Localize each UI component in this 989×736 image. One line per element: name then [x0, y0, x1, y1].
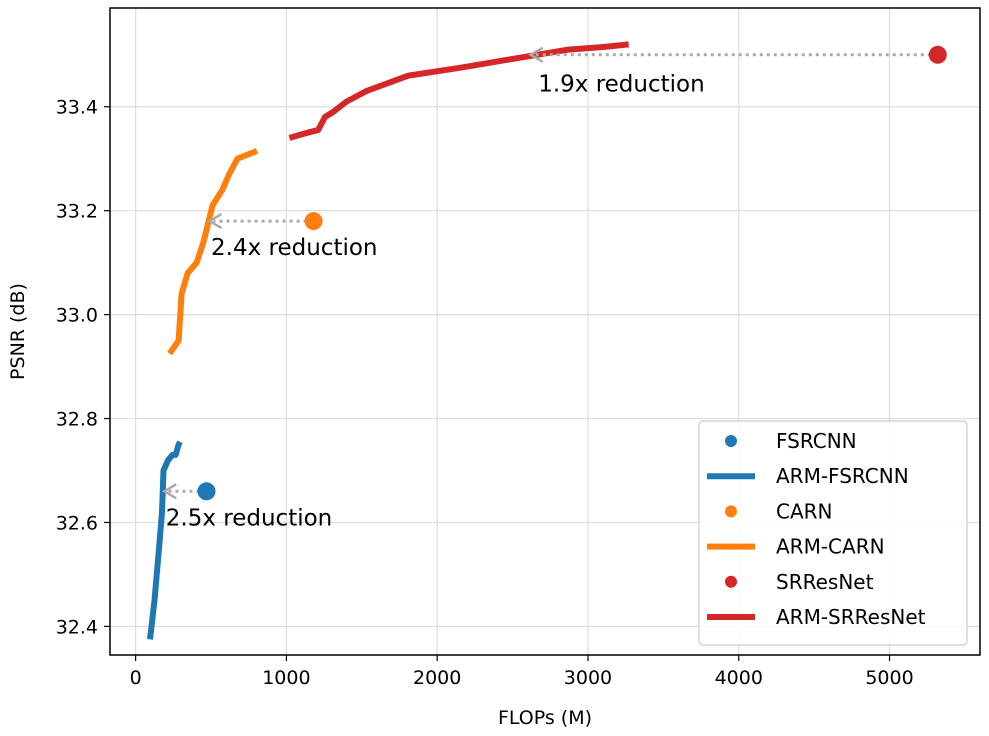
annotations: 2.5x reduction 2.4x reduction 1.9x reducti… — [166, 71, 705, 531]
x-tick-label: 4000 — [715, 667, 763, 689]
y-tick-label: 32.4 — [56, 616, 98, 638]
legend-label-arm-srresnet: ARM-SRResNet — [776, 605, 926, 629]
x-tick-label: 2000 — [413, 667, 461, 689]
legend-swatch-carn — [725, 505, 737, 518]
annotation-arrow-head — [528, 46, 544, 63]
annotation-text: 2.4x reduction — [211, 235, 377, 261]
series-point-carn — [304, 212, 323, 231]
series-line-arm-carn — [167, 148, 259, 356]
y-tick-label: 33.4 — [56, 97, 98, 119]
x-axis-ticks: 0 1000 2000 3000 4000 5000 — [130, 655, 914, 689]
series-point-fsrcnn — [197, 482, 216, 501]
x-axis-label: FLOPs (M) — [498, 707, 592, 729]
series-point-srresnet — [928, 45, 947, 64]
y-axis-ticks: 32.4 32.6 32.8 33.0 33.2 33.4 — [56, 97, 110, 638]
series-points — [197, 45, 947, 501]
grid — [110, 8, 980, 655]
legend-label-srresnet: SRResNet — [776, 570, 874, 594]
legend-box — [698, 420, 968, 646]
annotation-arrow-head — [161, 483, 177, 500]
legend-label-carn: CARN — [776, 499, 833, 523]
y-tick-label: 32.6 — [56, 512, 98, 534]
annotation-arrows — [161, 46, 938, 500]
legend: FSRCNN ARM-FSRCNN CARN ARM-CARN SRResNet ARM-… — [698, 420, 968, 646]
series-lines — [147, 41, 630, 640]
y-tick-label: 32.8 — [56, 409, 98, 431]
y-tick-label: 33.0 — [56, 305, 98, 327]
y-tick-label: 33.2 — [56, 201, 98, 223]
annotation-text: 2.5x reduction — [166, 505, 332, 531]
x-tick-label: 1000 — [262, 667, 310, 689]
legend-swatch-srresnet — [725, 575, 737, 588]
annotation-text: 1.9x reduction — [538, 71, 704, 97]
x-tick-label: 0 — [130, 667, 142, 689]
plot-frame — [109, 7, 981, 656]
legend-label-arm-fsrcnn: ARM-FSRCNN — [776, 464, 909, 488]
legend-swatch-fsrcnn — [725, 435, 737, 447]
y-axis-label: PSNR (dB) — [7, 283, 29, 380]
legend-label-arm-carn: ARM-CARN — [776, 535, 885, 559]
x-tick-label: 3000 — [564, 667, 612, 689]
x-tick-label: 5000 — [865, 667, 913, 689]
legend-label-fsrcnn: FSRCNN — [776, 429, 857, 453]
series-line-arm-srresnet — [288, 41, 630, 141]
series-line-arm-fsrcnn — [147, 440, 183, 640]
annotation-arrow-head — [207, 212, 223, 230]
